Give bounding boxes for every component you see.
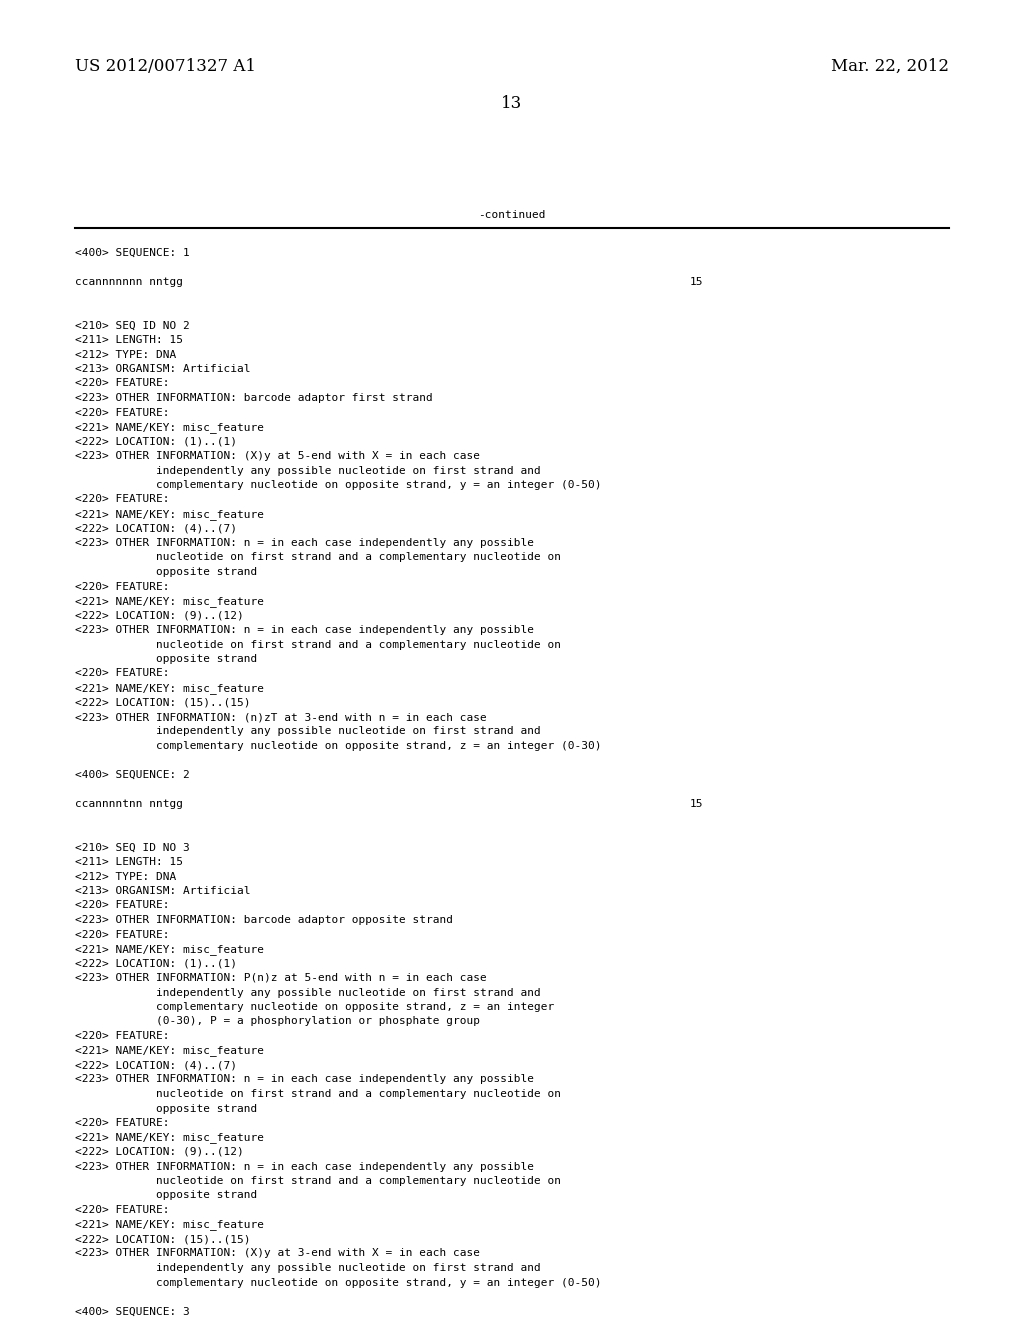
Text: opposite strand: opposite strand	[75, 568, 257, 577]
Text: <222> LOCATION: (15)..(15): <222> LOCATION: (15)..(15)	[75, 1234, 251, 1243]
Text: <220> FEATURE:: <220> FEATURE:	[75, 1118, 170, 1129]
Text: <222> LOCATION: (9)..(12): <222> LOCATION: (9)..(12)	[75, 610, 244, 620]
Text: <223> OTHER INFORMATION: n = in each case independently any possible: <223> OTHER INFORMATION: n = in each cas…	[75, 1162, 534, 1172]
Text: <223> OTHER INFORMATION: n = in each case independently any possible: <223> OTHER INFORMATION: n = in each cas…	[75, 539, 534, 548]
Text: ccannnnnnn nntgg: ccannnnnnn nntgg	[75, 277, 183, 286]
Text: nucleotide on first strand and a complementary nucleotide on: nucleotide on first strand and a complem…	[75, 553, 561, 562]
Text: <223> OTHER INFORMATION: n = in each case independently any possible: <223> OTHER INFORMATION: n = in each cas…	[75, 1074, 534, 1085]
Text: <222> LOCATION: (1)..(1): <222> LOCATION: (1)..(1)	[75, 958, 237, 969]
Text: <210> SEQ ID NO 2: <210> SEQ ID NO 2	[75, 321, 189, 330]
Text: <212> TYPE: DNA: <212> TYPE: DNA	[75, 871, 176, 882]
Text: nucleotide on first strand and a complementary nucleotide on: nucleotide on first strand and a complem…	[75, 1176, 561, 1185]
Text: <222> LOCATION: (4)..(7): <222> LOCATION: (4)..(7)	[75, 524, 237, 533]
Text: <221> NAME/KEY: misc_feature: <221> NAME/KEY: misc_feature	[75, 422, 264, 433]
Text: independently any possible nucleotide on first strand and: independently any possible nucleotide on…	[75, 726, 541, 737]
Text: complementary nucleotide on opposite strand, z = an integer (0-30): complementary nucleotide on opposite str…	[75, 741, 601, 751]
Text: <222> LOCATION: (1)..(1): <222> LOCATION: (1)..(1)	[75, 437, 237, 446]
Text: <213> ORGANISM: Artificial: <213> ORGANISM: Artificial	[75, 364, 251, 374]
Text: ccannnntnn nntgg: ccannnntnn nntgg	[75, 799, 183, 809]
Text: <220> FEATURE:: <220> FEATURE:	[75, 1031, 170, 1041]
Text: <223> OTHER INFORMATION: P(n)z at 5-end with n = in each case: <223> OTHER INFORMATION: P(n)z at 5-end …	[75, 973, 486, 983]
Text: <221> NAME/KEY: misc_feature: <221> NAME/KEY: misc_feature	[75, 1045, 264, 1056]
Text: <400> SEQUENCE: 2: <400> SEQUENCE: 2	[75, 770, 189, 780]
Text: -continued: -continued	[478, 210, 546, 220]
Text: <222> LOCATION: (15)..(15): <222> LOCATION: (15)..(15)	[75, 697, 251, 708]
Text: complementary nucleotide on opposite strand, y = an integer (0-50): complementary nucleotide on opposite str…	[75, 1278, 601, 1287]
Text: <221> NAME/KEY: misc_feature: <221> NAME/KEY: misc_feature	[75, 1220, 264, 1230]
Text: <221> NAME/KEY: misc_feature: <221> NAME/KEY: misc_feature	[75, 597, 264, 607]
Text: <223> OTHER INFORMATION: (X)y at 3-end with X = in each case: <223> OTHER INFORMATION: (X)y at 3-end w…	[75, 1249, 480, 1258]
Text: nucleotide on first strand and a complementary nucleotide on: nucleotide on first strand and a complem…	[75, 639, 561, 649]
Text: 15: 15	[690, 799, 703, 809]
Text: US 2012/0071327 A1: US 2012/0071327 A1	[75, 58, 256, 75]
Text: opposite strand: opposite strand	[75, 1191, 257, 1200]
Text: <223> OTHER INFORMATION: barcode adaptor opposite strand: <223> OTHER INFORMATION: barcode adaptor…	[75, 915, 453, 925]
Text: <210> SEQ ID NO 3: <210> SEQ ID NO 3	[75, 842, 189, 853]
Text: <223> OTHER INFORMATION: (X)y at 5-end with X = in each case: <223> OTHER INFORMATION: (X)y at 5-end w…	[75, 451, 480, 461]
Text: opposite strand: opposite strand	[75, 653, 257, 664]
Text: 15: 15	[690, 277, 703, 286]
Text: nucleotide on first strand and a complementary nucleotide on: nucleotide on first strand and a complem…	[75, 1089, 561, 1100]
Text: <220> FEATURE:: <220> FEATURE:	[75, 929, 170, 940]
Text: <220> FEATURE:: <220> FEATURE:	[75, 1205, 170, 1214]
Text: <220> FEATURE:: <220> FEATURE:	[75, 668, 170, 678]
Text: <220> FEATURE:: <220> FEATURE:	[75, 379, 170, 388]
Text: <223> OTHER INFORMATION: barcode adaptor first strand: <223> OTHER INFORMATION: barcode adaptor…	[75, 393, 433, 403]
Text: 13: 13	[502, 95, 522, 112]
Text: independently any possible nucleotide on first strand and: independently any possible nucleotide on…	[75, 466, 541, 475]
Text: <211> LENGTH: 15: <211> LENGTH: 15	[75, 335, 183, 345]
Text: complementary nucleotide on opposite strand, z = an integer: complementary nucleotide on opposite str…	[75, 1002, 554, 1012]
Text: (0-30), P = a phosphorylation or phosphate group: (0-30), P = a phosphorylation or phospha…	[75, 1016, 480, 1027]
Text: <220> FEATURE:: <220> FEATURE:	[75, 900, 170, 911]
Text: <222> LOCATION: (9)..(12): <222> LOCATION: (9)..(12)	[75, 1147, 244, 1158]
Text: <222> LOCATION: (4)..(7): <222> LOCATION: (4)..(7)	[75, 1060, 237, 1071]
Text: <221> NAME/KEY: misc_feature: <221> NAME/KEY: misc_feature	[75, 944, 264, 954]
Text: <213> ORGANISM: Artificial: <213> ORGANISM: Artificial	[75, 886, 251, 896]
Text: <220> FEATURE:: <220> FEATURE:	[75, 582, 170, 591]
Text: <221> NAME/KEY: misc_feature: <221> NAME/KEY: misc_feature	[75, 510, 264, 520]
Text: <220> FEATURE:: <220> FEATURE:	[75, 495, 170, 504]
Text: <212> TYPE: DNA: <212> TYPE: DNA	[75, 350, 176, 359]
Text: <223> OTHER INFORMATION: n = in each case independently any possible: <223> OTHER INFORMATION: n = in each cas…	[75, 624, 534, 635]
Text: independently any possible nucleotide on first strand and: independently any possible nucleotide on…	[75, 987, 541, 998]
Text: independently any possible nucleotide on first strand and: independently any possible nucleotide on…	[75, 1263, 541, 1272]
Text: <221> NAME/KEY: misc_feature: <221> NAME/KEY: misc_feature	[75, 1133, 264, 1143]
Text: <400> SEQUENCE: 1: <400> SEQUENCE: 1	[75, 248, 189, 257]
Text: <211> LENGTH: 15: <211> LENGTH: 15	[75, 857, 183, 867]
Text: <220> FEATURE:: <220> FEATURE:	[75, 408, 170, 417]
Text: <400> SEQUENCE: 3: <400> SEQUENCE: 3	[75, 1307, 189, 1316]
Text: <223> OTHER INFORMATION: (n)zT at 3-end with n = in each case: <223> OTHER INFORMATION: (n)zT at 3-end …	[75, 711, 486, 722]
Text: Mar. 22, 2012: Mar. 22, 2012	[831, 58, 949, 75]
Text: complementary nucleotide on opposite strand, y = an integer (0-50): complementary nucleotide on opposite str…	[75, 480, 601, 490]
Text: <221> NAME/KEY: misc_feature: <221> NAME/KEY: misc_feature	[75, 682, 264, 694]
Text: opposite strand: opposite strand	[75, 1104, 257, 1114]
